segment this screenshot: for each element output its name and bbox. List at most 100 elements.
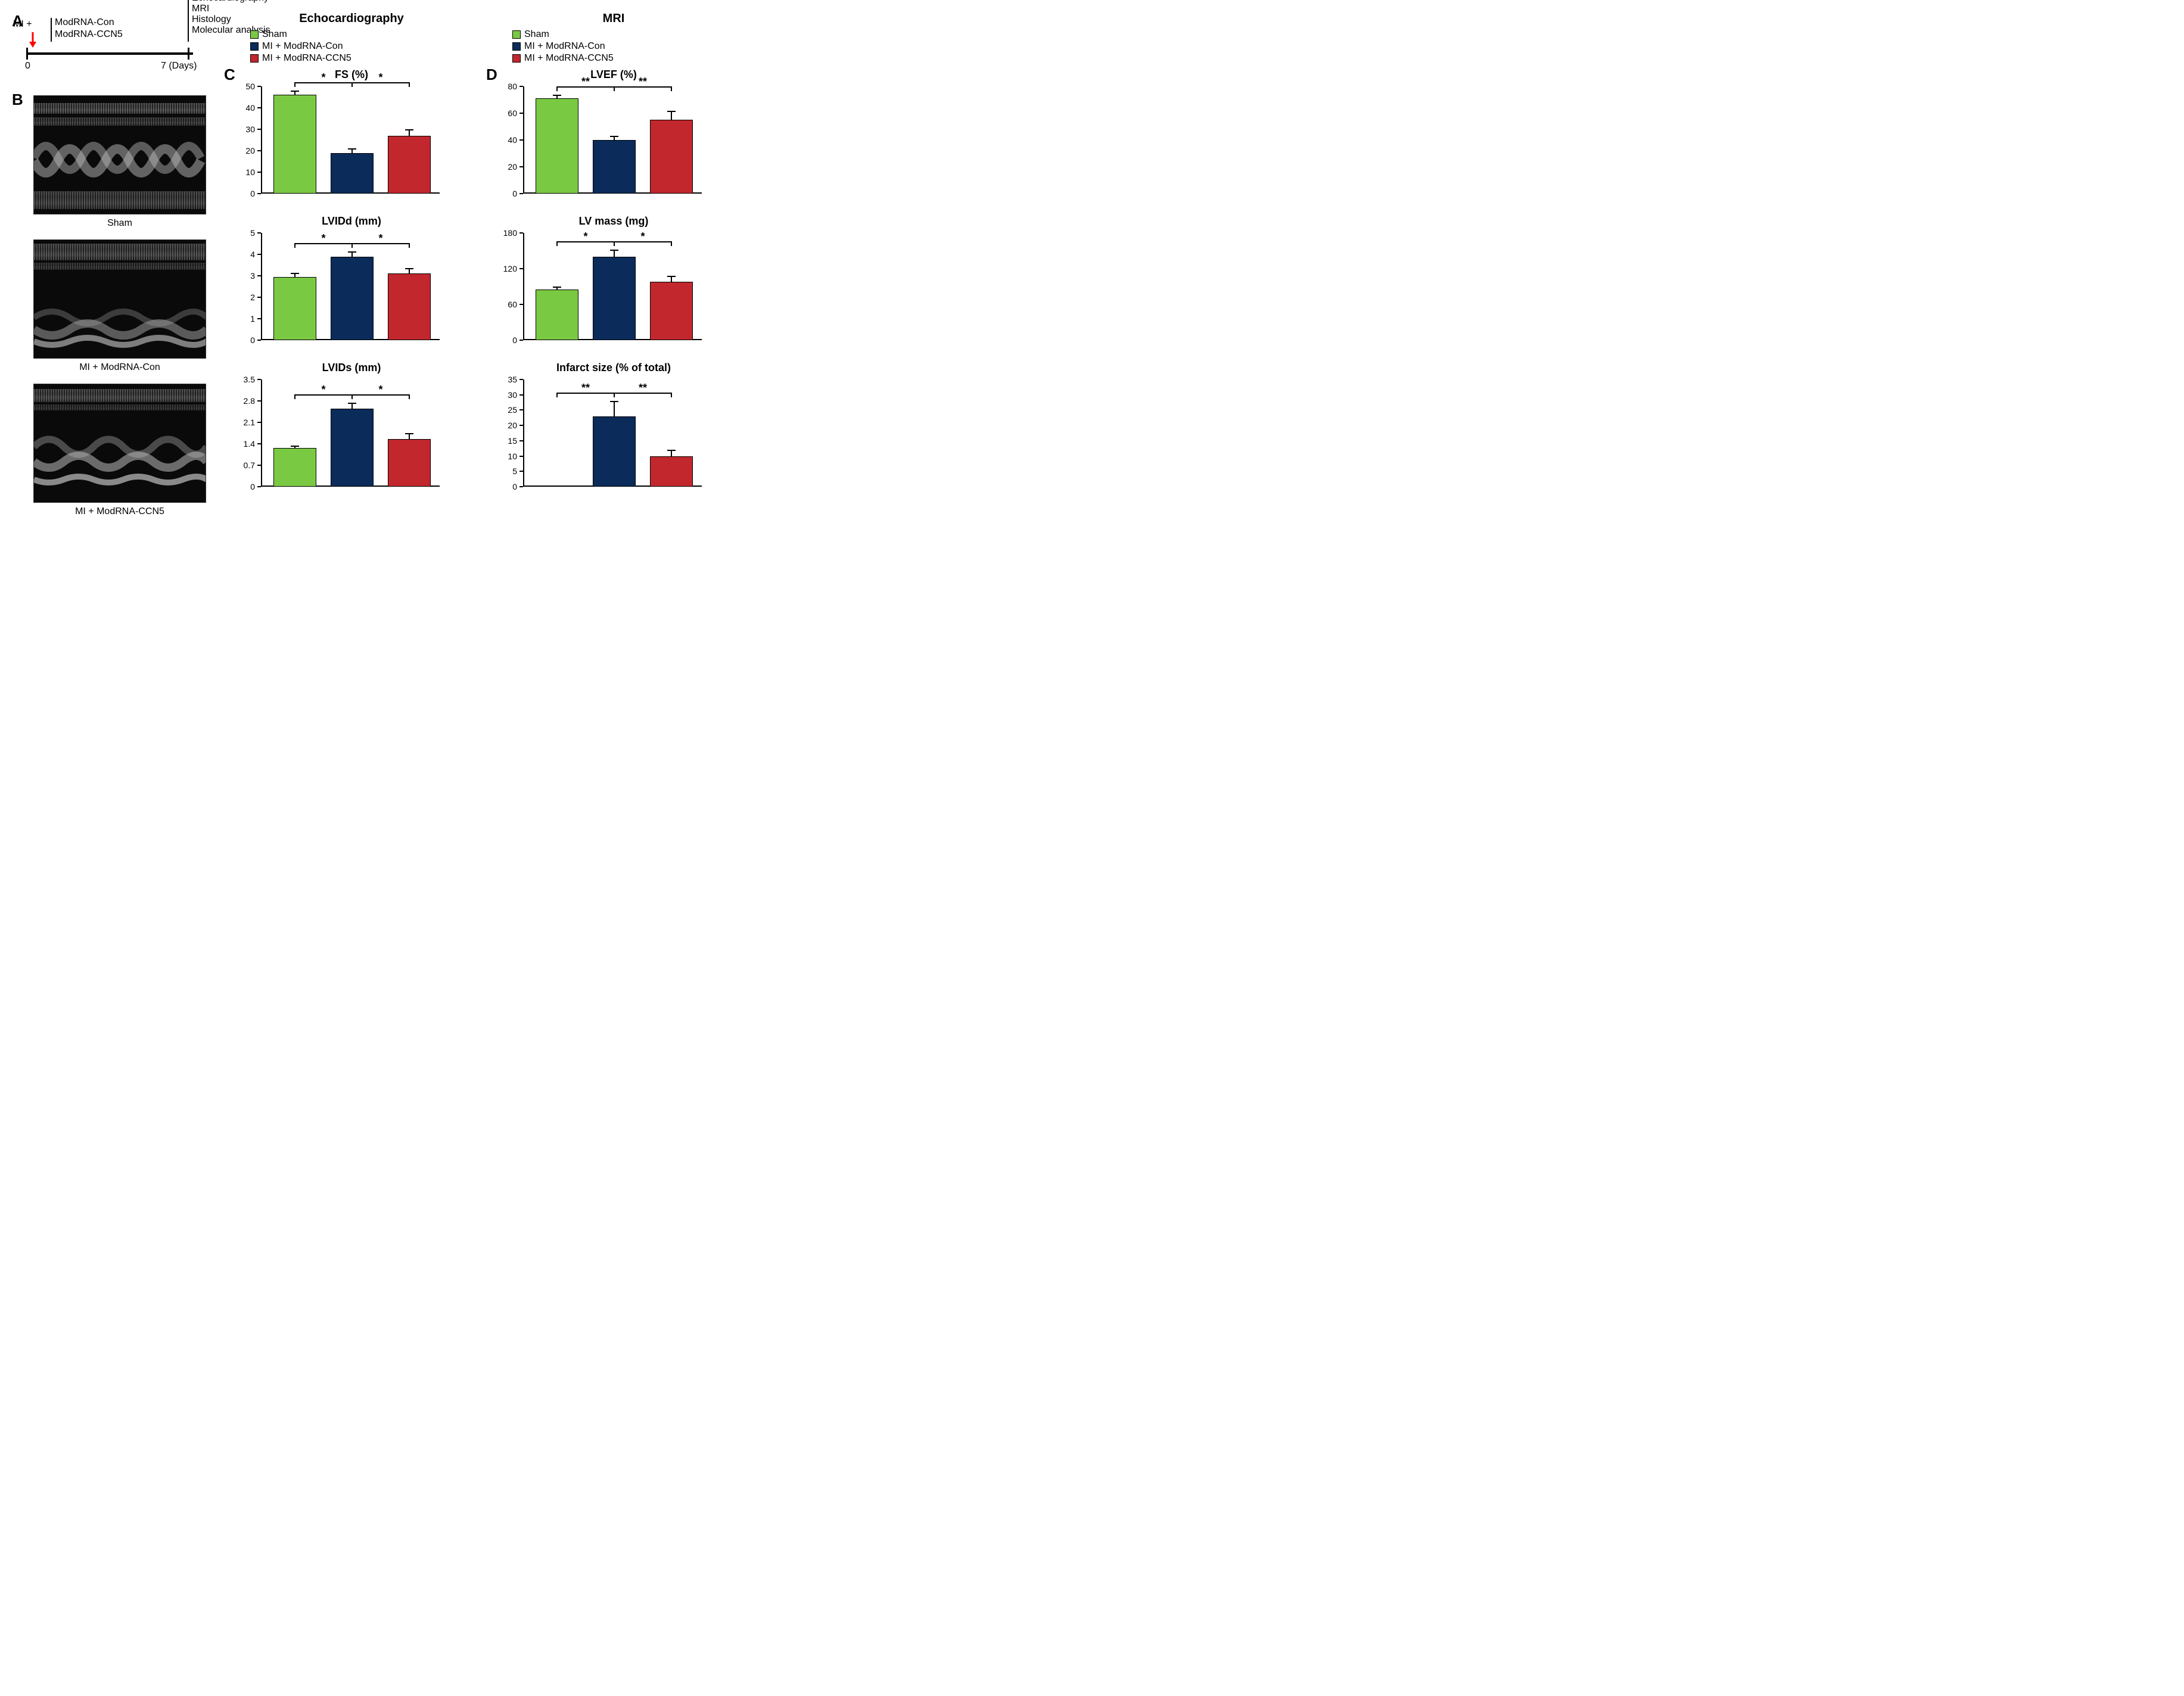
chart: LVIDs (mm)00.71.42.12.83.5** — [226, 362, 453, 499]
bar — [593, 416, 636, 487]
swatch-mi-ccn5 — [250, 54, 259, 63]
legend-item-mi-con: MI + ModRNA-Con — [250, 41, 477, 52]
plot-area: 020406080**** — [523, 86, 702, 194]
chart-title: LVIDs (mm) — [226, 362, 453, 374]
bar — [331, 257, 374, 340]
chart-title: LVIDd (mm) — [226, 215, 453, 228]
panel-b: B Sham MI + ModR — [12, 83, 214, 528]
bar — [273, 277, 316, 340]
swatch-mi-ccn5 — [512, 54, 521, 63]
figure: A MI + ModRNA-Con ModRNA-CCN5 Echocardio… — [12, 12, 716, 528]
ytick-label: 25 — [493, 405, 517, 415]
timeline-axis — [26, 52, 193, 55]
ytick-label: 0 — [493, 335, 517, 345]
ytick-label: 10 — [231, 167, 255, 177]
legend-c: Sham MI + ModRNA-Con MI + ModRNA-CCN5 — [250, 29, 477, 64]
ytick-label: 30 — [231, 125, 255, 134]
legend-label-sham: Sham — [524, 29, 549, 40]
legend-label-mi-ccn5: MI + ModRNA-CCN5 — [262, 53, 351, 64]
plot-area: 012345** — [261, 233, 440, 340]
legend-item-mi-con: MI + ModRNA-Con — [512, 41, 739, 52]
ytick-label: 35 — [493, 375, 517, 384]
timeline-tick-7 — [188, 48, 189, 60]
legend-label-sham: Sham — [262, 29, 287, 40]
legend-item-sham: Sham — [512, 29, 739, 40]
chart-title: LVEF (%) — [489, 69, 715, 81]
timeline: MI + ModRNA-Con ModRNA-CCN5 Echocardiogr… — [30, 18, 214, 83]
significance-label: * — [378, 71, 382, 84]
timeline-label-0: 0 — [25, 61, 30, 71]
chart-stack-c: FS (%)01020304050**LVIDd (mm)012345**LVI… — [226, 69, 477, 499]
ytick-label: 180 — [493, 228, 517, 238]
injection-1: ModRNA-Con — [55, 17, 123, 29]
ytick-label: 5 — [493, 466, 517, 476]
significance-label: ** — [639, 76, 647, 88]
chart-stack-d: LVEF (%)020406080****LV mass (mg)0601201… — [489, 69, 739, 499]
chart-title: FS (%) — [226, 69, 453, 81]
bar — [273, 95, 316, 194]
bar — [593, 140, 636, 194]
down-arrow-icon — [27, 31, 38, 49]
column-c: Echocardiography Sham MI + ModRNA-Con MI… — [226, 12, 477, 528]
significance-label: * — [321, 71, 325, 84]
ytick-label: 80 — [493, 82, 517, 91]
timeline-label-7: 7 (Days) — [161, 61, 197, 71]
ytick-label: 0 — [493, 482, 517, 491]
injection-2: ModRNA-CCN5 — [55, 29, 123, 41]
significance-label: ** — [639, 382, 647, 394]
ytick-label: 4 — [231, 250, 255, 259]
chart-title: LV mass (mg) — [489, 215, 715, 228]
swatch-sham — [250, 30, 259, 39]
chart: FS (%) 01020304050** — [226, 69, 453, 206]
swatch-mi-con — [512, 42, 521, 51]
column-d: MRI Sham MI + ModRNA-Con MI + ModRNA-CCN… — [489, 12, 739, 528]
significance-label: ** — [581, 382, 590, 394]
significance-label: * — [378, 232, 382, 245]
bar — [331, 153, 374, 194]
ytick-label: 3 — [231, 271, 255, 281]
swatch-mi-con — [250, 42, 259, 51]
ytick-label: 50 — [231, 82, 255, 91]
echo-caption-sham: Sham — [33, 218, 206, 229]
legend-item-sham: Sham — [250, 29, 477, 40]
panel-a: A MI + ModRNA-Con ModRNA-CCN5 Echocardio… — [12, 12, 214, 83]
chart-title: Infarct size (% of total) — [489, 362, 715, 374]
bar — [388, 273, 431, 340]
ytick-label: 1 — [231, 314, 255, 323]
significance-label: ** — [581, 76, 590, 88]
ytick-label: 10 — [493, 452, 517, 461]
bar — [536, 290, 578, 340]
bar — [650, 282, 693, 340]
ytick-label: 0 — [231, 189, 255, 198]
legend-label-mi-con: MI + ModRNA-Con — [262, 41, 343, 52]
legend-label-mi-con: MI + ModRNA-Con — [524, 41, 605, 52]
ytick-label: 60 — [493, 300, 517, 309]
panel-b-letter: B — [12, 91, 23, 109]
ytick-label: 5 — [231, 228, 255, 238]
echo-image-sham — [33, 95, 206, 214]
mi-plus-label: MI + — [13, 19, 32, 30]
ytick-label: 40 — [493, 135, 517, 145]
echo-image-mi-ccn5 — [33, 384, 206, 503]
significance-label: * — [321, 384, 325, 396]
ytick-label: 2 — [231, 292, 255, 302]
significance-label: * — [583, 231, 587, 243]
ytick-label: 2.1 — [231, 418, 255, 427]
plot-area: 01020304050** — [261, 86, 440, 194]
chart: LVIDd (mm) 012345** — [226, 215, 453, 352]
ytick-label: 20 — [493, 162, 517, 172]
bar — [388, 439, 431, 487]
ytick-label: 0 — [231, 482, 255, 491]
ytick-label: 0 — [231, 335, 255, 345]
echo-image-mi-con — [33, 239, 206, 359]
column-c-header: Echocardiography — [226, 12, 477, 26]
ytick-label: 40 — [231, 103, 255, 113]
ytick-label: 0.7 — [231, 460, 255, 470]
timeline-injections: ModRNA-Con ModRNA-CCN5 — [55, 17, 123, 41]
echo-caption-mi-con: MI + ModRNA-Con — [33, 362, 206, 373]
bar — [593, 257, 636, 340]
ytick-label: 20 — [493, 421, 517, 430]
ytick-label: 3.5 — [231, 375, 255, 384]
chart: LV mass (mg)060120180** — [489, 215, 715, 352]
bar — [650, 120, 693, 194]
